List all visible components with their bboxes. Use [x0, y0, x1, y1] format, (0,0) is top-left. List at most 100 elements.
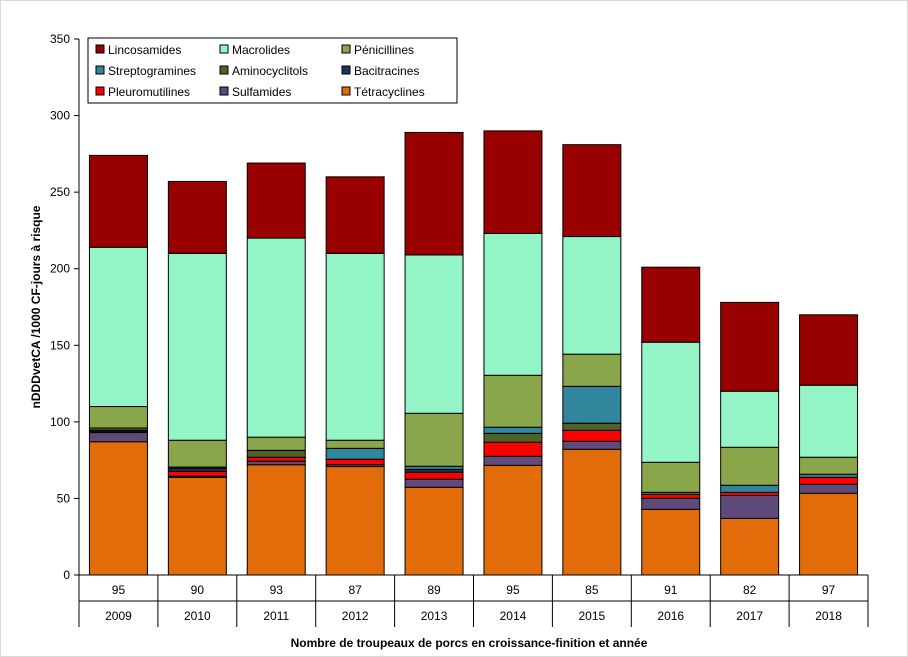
- bar-segment-streptogramines-2012: [325, 447, 385, 460]
- bar-segment-pleuromutilines-2016: [641, 493, 701, 499]
- legend-label: Macrolides: [232, 43, 290, 57]
- bar-segment-aminocyclitols-2011: [246, 449, 306, 458]
- year-label: 2018: [815, 609, 842, 623]
- bar-segment-lincosamides-2016: [641, 266, 701, 343]
- bar-segment-lincosamides-2009: [88, 154, 148, 248]
- y-tick-label: 350: [50, 32, 70, 46]
- y-tick-label: 50: [57, 491, 71, 505]
- bar-segment-lincosamides-2018: [799, 314, 859, 386]
- bar-segment-pleuromutilines-2012: [325, 458, 385, 466]
- bar-segment-sulfamides-2011: [246, 460, 306, 466]
- bar-segment-lincosamides-2014: [483, 130, 543, 234]
- herd-count-label: 93: [270, 583, 284, 597]
- bar-segment-tetracyclines-2016: [641, 508, 701, 576]
- legend-label: Tétracyclines: [354, 85, 425, 99]
- bar-segment-penicillines-2012: [325, 439, 385, 449]
- legend-swatch: [95, 86, 105, 96]
- y-axis-label: nDDDvetCA /1000 CF-jours à risque: [29, 205, 43, 408]
- y-tick-label: 0: [63, 568, 70, 582]
- bar-segment-tetracyclines-2017: [720, 517, 780, 576]
- herd-count-label: 90: [191, 583, 205, 597]
- bar-segment-penicillines-2018: [799, 456, 859, 475]
- bar-segment-macrolides-2013: [404, 254, 464, 414]
- bar-segment-pleuromutilines-2015: [562, 429, 622, 442]
- bar-segment-aminocyclitols-2015: [562, 422, 622, 431]
- legend-label: Lincosamides: [108, 43, 181, 57]
- bar-segment-sulfamides-2016: [641, 497, 701, 510]
- legend-label: Sulfamides: [232, 85, 291, 99]
- x-axis-label: Nombre de troupeaux de porcs en croissan…: [291, 636, 648, 650]
- legend-swatch: [341, 86, 351, 96]
- year-label: 2012: [342, 609, 369, 623]
- bar-segment-penicillines-2016: [641, 461, 701, 493]
- herd-count-label: 97: [822, 583, 836, 597]
- bar-segment-tetracyclines-2009: [88, 441, 148, 576]
- legend-label: Aminocyclitols: [232, 64, 308, 78]
- bar-segment-tetracyclines-2014: [483, 464, 543, 576]
- bar-segment-penicillines-2015: [562, 353, 622, 387]
- bar-segment-tetracyclines-2011: [246, 464, 306, 576]
- bar-segment-pleuromutilines-2011: [246, 456, 306, 462]
- bar-segment-penicillines-2010: [167, 439, 227, 468]
- bar-segment-pleuromutilines-2014: [483, 441, 543, 457]
- year-label: 2009: [105, 609, 132, 623]
- bar-segment-macrolides-2012: [325, 252, 385, 441]
- bar-segment-sulfamides-2014: [483, 455, 543, 466]
- bar-segment-macrolides-2011: [246, 237, 306, 438]
- bar-segment-lincosamides-2010: [167, 180, 227, 254]
- bar-segment-sulfamides-2009: [88, 432, 148, 443]
- year-label: 2015: [578, 609, 605, 623]
- herd-count-label: 87: [348, 583, 362, 597]
- bar-segment-macrolides-2016: [641, 341, 701, 463]
- bar-segment-tetracyclines-2012: [325, 466, 385, 576]
- legend-swatch: [95, 65, 105, 75]
- year-label: 2016: [657, 609, 684, 623]
- legend-swatch: [95, 44, 105, 54]
- year-label: 2017: [736, 609, 763, 623]
- legend-swatch: [341, 44, 351, 54]
- legend-swatch: [219, 86, 229, 96]
- bar-segment-tetracyclines-2015: [562, 448, 622, 576]
- legend-box: [87, 37, 458, 104]
- bar-segment-penicillines-2009: [88, 406, 148, 429]
- bar-segment-lincosamides-2017: [720, 301, 780, 392]
- bar-segment-macrolides-2015: [562, 236, 622, 355]
- bar-segment-aminocyclitols-2014: [483, 432, 543, 443]
- bar-segment-tetracyclines-2018: [799, 492, 859, 576]
- legend-swatch: [219, 44, 229, 54]
- herd-count-label: 82: [743, 583, 757, 597]
- legend-label: Bacitracines: [354, 64, 419, 78]
- legend-label: Pénicillines: [354, 43, 414, 57]
- bar-segment-sulfamides-2017: [720, 494, 780, 519]
- y-tick-label: 300: [50, 109, 70, 123]
- bar-segment-streptogramines-2014: [483, 426, 543, 434]
- bar-segment-lincosamides-2012: [325, 176, 385, 254]
- bar-segment-sulfamides-2013: [404, 478, 464, 488]
- bar-segment-lincosamides-2015: [562, 144, 622, 238]
- herd-count-label: 89: [427, 583, 441, 597]
- herd-count-label: 95: [112, 583, 126, 597]
- bar-segment-tetracyclines-2013: [404, 486, 464, 576]
- bar-segment-tetracyclines-2010: [167, 476, 227, 576]
- bar-segment-penicillines-2017: [720, 446, 780, 486]
- legend: Lincosamides Macrolides Pénicillines Strept…: [87, 37, 458, 104]
- bar-segment-macrolides-2014: [483, 232, 543, 376]
- bar-segment-penicillines-2013: [404, 412, 464, 467]
- bar-segment-macrolides-2009: [88, 246, 148, 408]
- y-tick-label: 200: [50, 262, 70, 276]
- bar-segment-streptogramines-2017: [720, 484, 780, 493]
- bar-segment-lincosamides-2011: [246, 162, 306, 239]
- year-label: 2010: [184, 609, 211, 623]
- legend-label: Streptogramines: [108, 64, 196, 78]
- year-label: 2013: [421, 609, 448, 623]
- herd-count-label: 95: [506, 583, 520, 597]
- y-tick-label: 100: [50, 415, 70, 429]
- bar-segment-pleuromutilines-2018: [799, 476, 859, 485]
- year-label: 2011: [263, 609, 289, 623]
- bar-segment-sulfamides-2018: [799, 483, 859, 494]
- bar-segment-macrolides-2018: [799, 384, 859, 458]
- bar-segment-macrolides-2017: [720, 390, 780, 448]
- bar-segment-sulfamides-2015: [562, 440, 622, 450]
- bar-segment-macrolides-2010: [167, 252, 227, 441]
